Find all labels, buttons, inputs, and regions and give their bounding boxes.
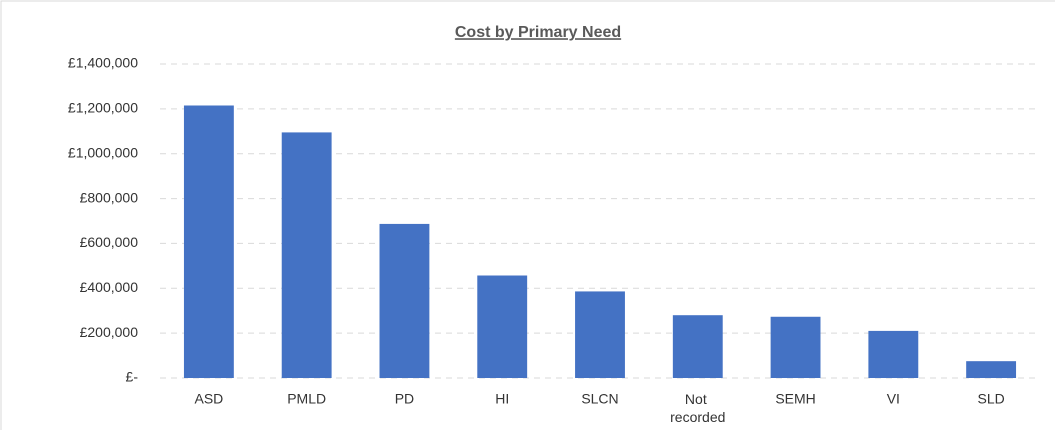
bar <box>183 105 234 378</box>
bar <box>477 275 528 378</box>
chart-title: Cost by Primary Need <box>455 24 621 41</box>
bar <box>672 315 723 378</box>
y-tick-label: £1,400,000 <box>68 55 138 71</box>
x-tick-label: HI <box>495 391 509 407</box>
bar <box>379 223 430 378</box>
x-tick-label: ASD <box>194 391 223 407</box>
y-tick-label: £1,200,000 <box>68 100 138 116</box>
y-tick-label: £1,000,000 <box>68 144 138 160</box>
y-tick-label: £200,000 <box>80 324 139 340</box>
y-tick-label: £400,000 <box>80 279 139 295</box>
x-tick-label: SLCN <box>581 391 618 407</box>
bar <box>575 291 625 378</box>
y-tick-label: £800,000 <box>80 189 139 205</box>
bar <box>966 361 1017 378</box>
bar <box>281 132 332 378</box>
x-tick-label: SEMH <box>775 391 815 407</box>
bar <box>770 316 821 378</box>
x-tick-label: PD <box>395 391 414 407</box>
y-tick-label: £- <box>126 369 139 385</box>
x-tick-label: VI <box>887 391 900 407</box>
x-tick-label: PMLD <box>287 391 326 407</box>
x-tick-label: SLD <box>977 391 1004 407</box>
x-tick-label: Not recorded <box>670 391 725 425</box>
bar <box>868 330 919 378</box>
y-tick-label: £600,000 <box>80 234 139 250</box>
